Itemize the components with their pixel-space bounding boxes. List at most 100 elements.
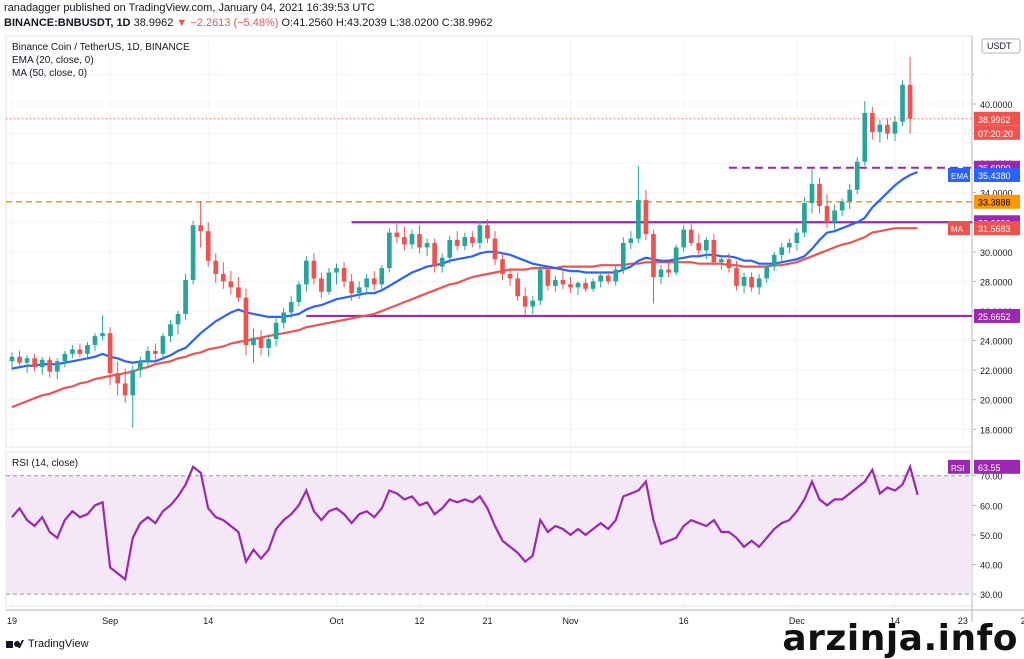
candle-body	[726, 259, 732, 269]
candle-body	[349, 281, 354, 294]
candle-body	[741, 276, 747, 286]
ma-badge-tag-bg	[948, 221, 970, 236]
time-tick-label: Sep	[102, 616, 118, 626]
candle-body	[168, 324, 173, 337]
candle-body	[100, 333, 105, 337]
candle-body	[703, 240, 709, 251]
time-tick-label: 14	[890, 616, 900, 626]
candle-body	[394, 232, 400, 238]
price-tick-label: 18.0000	[980, 425, 1013, 435]
time-tick-label: 2021	[1021, 616, 1024, 626]
candle-body	[907, 84, 913, 119]
candle-body	[590, 281, 596, 289]
ema-badge-value-bg	[974, 167, 1020, 182]
ema-badge-tag: EMA	[951, 172, 969, 181]
last-price-badge-bg	[974, 111, 1020, 126]
candle-body	[817, 183, 822, 207]
rsi-badge-tag-bg	[948, 459, 970, 474]
candle-body	[213, 260, 219, 275]
price-pane-frame	[5, 35, 973, 448]
legend-title: Binance Coin / TetherUS, 1D, BINANCE	[12, 42, 190, 53]
candle-body	[17, 356, 22, 363]
candle-body	[236, 287, 241, 298]
level-33-badge: 33.3888	[978, 198, 1011, 208]
legend-ema: EMA (20, close, 0)	[12, 55, 94, 66]
candle-body	[620, 242, 626, 270]
candle-body	[492, 238, 498, 260]
candle-body	[273, 322, 279, 340]
candle-body	[447, 240, 453, 258]
candle-body	[885, 124, 890, 134]
candle-body	[205, 231, 211, 261]
candle-body	[251, 337, 256, 345]
price-tick-label: 40.0000	[980, 100, 1013, 110]
price-tick-label: 30.0000	[980, 248, 1013, 258]
rsi-tick-label: 30.00	[980, 590, 1003, 600]
candle-body	[47, 359, 53, 372]
candle-body	[319, 278, 324, 292]
rsi-tick-label: 60.00	[980, 501, 1003, 511]
candle-body	[832, 210, 837, 223]
ma-badge-value: 31.5683	[978, 224, 1011, 234]
candle-body	[877, 124, 883, 133]
candle-body	[673, 247, 679, 273]
candle-body	[454, 240, 460, 246]
time-tick-label: Oct	[330, 616, 345, 626]
candle-body	[756, 278, 762, 288]
candle-body	[432, 242, 437, 267]
candle-body	[749, 276, 754, 288]
tradingview-brand: TradingView	[28, 638, 89, 650]
level-33-badge-bg	[974, 194, 1020, 209]
candle-body	[545, 269, 551, 286]
candle-body	[303, 260, 309, 285]
candle-body	[39, 359, 45, 368]
candle-body	[296, 284, 302, 303]
tradingview-logo[interactable]: TradingView	[6, 638, 89, 650]
publisher-line: ranadagger published on TradingView.com,…	[4, 2, 375, 14]
candle-body	[9, 356, 15, 362]
time-tick-label: 14	[203, 616, 213, 626]
time-tick-label: 21	[482, 616, 492, 626]
legend-ma: MA (50, close, 0)	[12, 68, 87, 79]
candle-body	[198, 225, 204, 232]
price-tick-label: 34.0000	[980, 189, 1013, 199]
time-tick-label: Dec	[789, 616, 806, 626]
candle-body	[402, 237, 407, 245]
candle-body	[628, 238, 634, 243]
candle-body	[220, 274, 226, 282]
site-watermark: arzinja.info	[782, 618, 1018, 659]
candle-body	[537, 269, 543, 301]
legend-rsi: RSI (14, close)	[12, 458, 78, 469]
candle-body	[553, 279, 558, 286]
candle-body	[666, 269, 671, 273]
price-tick-label: 28.0000	[980, 277, 1013, 287]
candle-body	[160, 336, 166, 354]
candle-body	[568, 284, 573, 288]
candle-body	[115, 373, 120, 384]
countdown-badge: 07:20:20	[978, 129, 1013, 139]
candle-body	[137, 361, 143, 371]
level-25-badge: 25.6652	[978, 312, 1011, 322]
candle-body	[786, 242, 792, 248]
candle-body	[183, 279, 188, 314]
time-tick-label: Nov	[562, 616, 579, 626]
candle-body	[779, 247, 785, 255]
candle-body	[145, 350, 151, 362]
candle-body	[681, 229, 687, 248]
candle-body	[794, 232, 800, 243]
price-tick-label: 24.0000	[980, 337, 1013, 347]
currency-badge	[981, 38, 1021, 54]
candle-body	[379, 268, 385, 285]
candle-body	[54, 361, 60, 372]
candle-body	[371, 278, 377, 285]
candle-body	[824, 206, 830, 223]
candle-body	[409, 234, 415, 245]
rsi-tick-label: 40.00	[980, 561, 1003, 571]
candle-body	[122, 383, 128, 396]
last-price-badge: 38.9962	[978, 115, 1011, 125]
candle-body	[92, 336, 98, 345]
candle-body	[522, 296, 528, 307]
candle-body	[387, 232, 392, 269]
candle-body	[334, 268, 339, 273]
